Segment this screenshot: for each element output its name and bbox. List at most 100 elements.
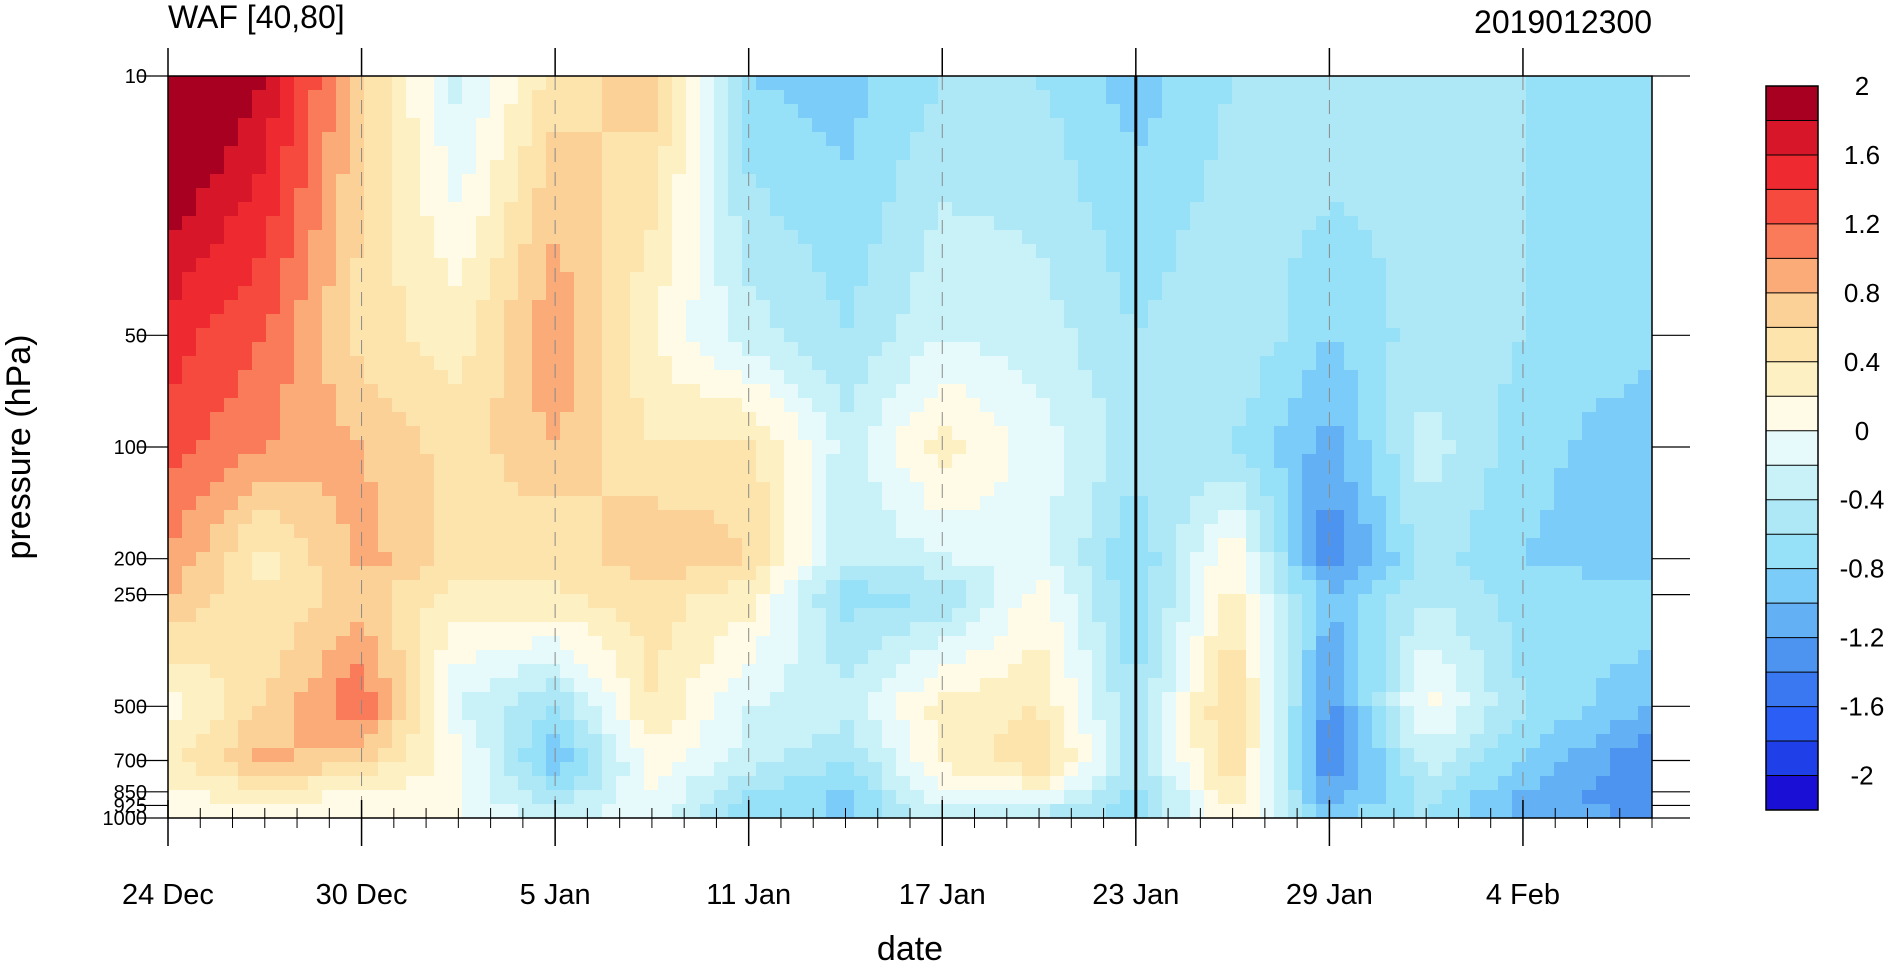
heatmap-cell <box>1428 594 1443 609</box>
heatmap-cell <box>336 384 351 399</box>
heatmap-cell <box>322 454 337 469</box>
heatmap-cell <box>1456 468 1471 483</box>
heatmap-cell <box>1246 132 1261 147</box>
heatmap-cell <box>1526 468 1541 483</box>
heatmap-cell <box>966 622 981 637</box>
heatmap-cell <box>700 650 715 665</box>
heatmap-cell <box>322 482 337 497</box>
heatmap-cell <box>1610 370 1625 385</box>
heatmap-cell <box>1288 454 1303 469</box>
heatmap-cell <box>476 468 491 483</box>
heatmap-cell <box>350 328 365 343</box>
heatmap-cell <box>1512 524 1527 539</box>
heatmap-cell <box>1274 188 1289 203</box>
heatmap-cell <box>1428 300 1443 315</box>
heatmap-cell <box>546 342 561 357</box>
heatmap-cell <box>574 160 589 175</box>
heatmap-cell <box>1246 76 1261 91</box>
heatmap-cell <box>910 356 925 371</box>
heatmap-cell <box>1596 580 1611 595</box>
heatmap-cell <box>392 566 407 581</box>
heatmap-cell <box>182 636 197 651</box>
heatmap-cell <box>1134 146 1149 161</box>
heatmap-cell <box>714 356 729 371</box>
heatmap-cell <box>182 272 197 287</box>
heatmap-cell <box>504 468 519 483</box>
heatmap-cell <box>770 118 785 133</box>
heatmap-cell <box>966 594 981 609</box>
heatmap-cell <box>294 398 309 413</box>
heatmap-cell <box>756 244 771 259</box>
heatmap-cell <box>518 76 533 91</box>
heatmap-cell <box>742 342 757 357</box>
heatmap-cell <box>476 384 491 399</box>
heatmap-cell <box>1386 272 1401 287</box>
heatmap-cell <box>252 146 267 161</box>
heatmap-cell <box>700 468 715 483</box>
heatmap-cell <box>1008 538 1023 553</box>
heatmap-cell <box>1526 510 1541 525</box>
heatmap-cell <box>1358 636 1373 651</box>
heatmap-cell <box>924 454 939 469</box>
heatmap-cell <box>1568 272 1583 287</box>
heatmap-cell <box>1470 440 1485 455</box>
heatmap-cell <box>742 118 757 133</box>
heatmap-cell <box>336 118 351 133</box>
heatmap-cell <box>1470 174 1485 189</box>
heatmap-cell <box>924 174 939 189</box>
heatmap-cell <box>1232 426 1247 441</box>
heatmap-cell <box>1372 552 1387 567</box>
heatmap-cell <box>1148 272 1163 287</box>
heatmap-cell <box>1036 650 1051 665</box>
heatmap-cell <box>210 622 225 637</box>
heatmap-cell <box>742 412 757 427</box>
heatmap-cell <box>784 160 799 175</box>
heatmap-cell <box>826 230 841 245</box>
heatmap-cell <box>518 678 533 693</box>
heatmap-cell <box>826 622 841 637</box>
heatmap-cell <box>1162 692 1177 707</box>
heatmap-cell <box>420 398 435 413</box>
heatmap-cell <box>280 202 295 217</box>
heatmap-cell <box>658 412 673 427</box>
heatmap-cell <box>1484 468 1499 483</box>
heatmap-cell <box>896 342 911 357</box>
heatmap-cell <box>868 538 883 553</box>
heatmap-cell <box>1456 202 1471 217</box>
heatmap-cell <box>630 132 645 147</box>
heatmap-cell <box>924 146 939 161</box>
heatmap-cell <box>1036 90 1051 105</box>
heatmap-cell <box>1582 328 1597 343</box>
heatmap-cell <box>1302 384 1317 399</box>
heatmap-cell <box>1372 244 1387 259</box>
heatmap-cell <box>420 160 435 175</box>
heatmap-cell <box>546 440 561 455</box>
heatmap-cell <box>210 538 225 553</box>
heatmap-cell <box>1428 566 1443 581</box>
heatmap-cell <box>1120 328 1135 343</box>
heatmap-cell <box>1414 580 1429 595</box>
heatmap-cell <box>1610 328 1625 343</box>
heatmap-cell <box>1022 552 1037 567</box>
heatmap-cell <box>1148 524 1163 539</box>
heatmap-cell <box>1260 496 1275 511</box>
heatmap-cell <box>1134 510 1149 525</box>
heatmap-cell <box>1568 202 1583 217</box>
heatmap-cell <box>644 118 659 133</box>
heatmap-cell <box>1190 384 1205 399</box>
heatmap-cell <box>280 412 295 427</box>
heatmap-cell <box>308 384 323 399</box>
heatmap-cell <box>518 720 533 735</box>
heatmap-cell <box>518 118 533 133</box>
heatmap-cell <box>1414 314 1429 329</box>
heatmap-cell <box>854 76 869 91</box>
heatmap-cell <box>1190 496 1205 511</box>
heatmap-cell <box>1260 300 1275 315</box>
heatmap-cell <box>252 454 267 469</box>
heatmap-cell <box>1526 370 1541 385</box>
heatmap-cell <box>1526 720 1541 735</box>
heatmap-cell <box>1372 706 1387 721</box>
heatmap-cell <box>1078 244 1093 259</box>
heatmap-cell <box>434 146 449 161</box>
heatmap-cell <box>1568 370 1583 385</box>
